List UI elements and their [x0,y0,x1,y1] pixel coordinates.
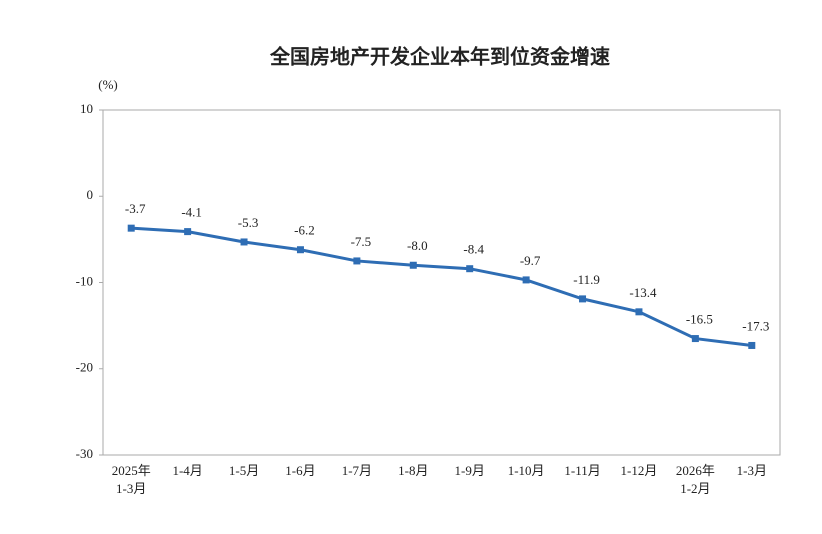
x-tick-label: 1-5月 [229,463,259,478]
data-label: -6.2 [294,223,315,238]
x-tick-label: 1-8月 [398,463,428,478]
y-tick-label: -10 [76,273,93,288]
data-point [691,335,699,343]
y-tick-label: 10 [80,101,93,116]
y-tick-label: -30 [76,446,93,461]
data-point [353,257,361,265]
data-point [635,308,643,316]
data-label: -11.9 [573,272,600,287]
x-tick-label: 1-4月 [172,463,202,478]
x-tick-label: 1-9月 [455,463,485,478]
data-point [184,228,192,236]
data-point [127,224,135,232]
data-point [522,276,530,284]
chart-title: 全国房地产开发企业本年到位资金增速 [269,45,610,69]
data-label: -8.0 [407,238,428,253]
data-label: -13.4 [629,285,657,300]
x-tick-label: 1-3月 [737,463,767,478]
data-point [466,265,474,273]
x-tick-label: 2026年 1-2月 [676,463,715,496]
data-label: -16.5 [686,312,713,327]
x-tick-label: 1-11月 [564,463,600,478]
data-label: -4.1 [181,205,202,220]
data-label: -7.5 [351,234,372,249]
data-label: -5.3 [238,215,259,230]
x-tick-label: 1-6月 [285,463,315,478]
data-point [409,261,417,269]
data-point [296,246,304,254]
data-label: -9.7 [520,253,541,268]
series-line [131,226,752,347]
x-tick-label: 1-12月 [621,463,658,478]
y-tick-label: -20 [76,360,93,375]
x-tick-label: 1-7月 [342,463,372,478]
x-tick-label: 1-10月 [508,463,545,478]
x-tick-label: 2025年 1-3月 [112,463,151,496]
data-point [748,341,756,349]
data-point [240,238,248,246]
plot-frame [102,109,781,456]
data-label: -8.4 [463,242,484,257]
data-label: -17.3 [742,318,769,333]
data-point [579,295,587,303]
y-tick-label: 0 [87,187,94,202]
data-label: -3.7 [125,201,146,216]
y-unit: (%) [98,77,118,92]
